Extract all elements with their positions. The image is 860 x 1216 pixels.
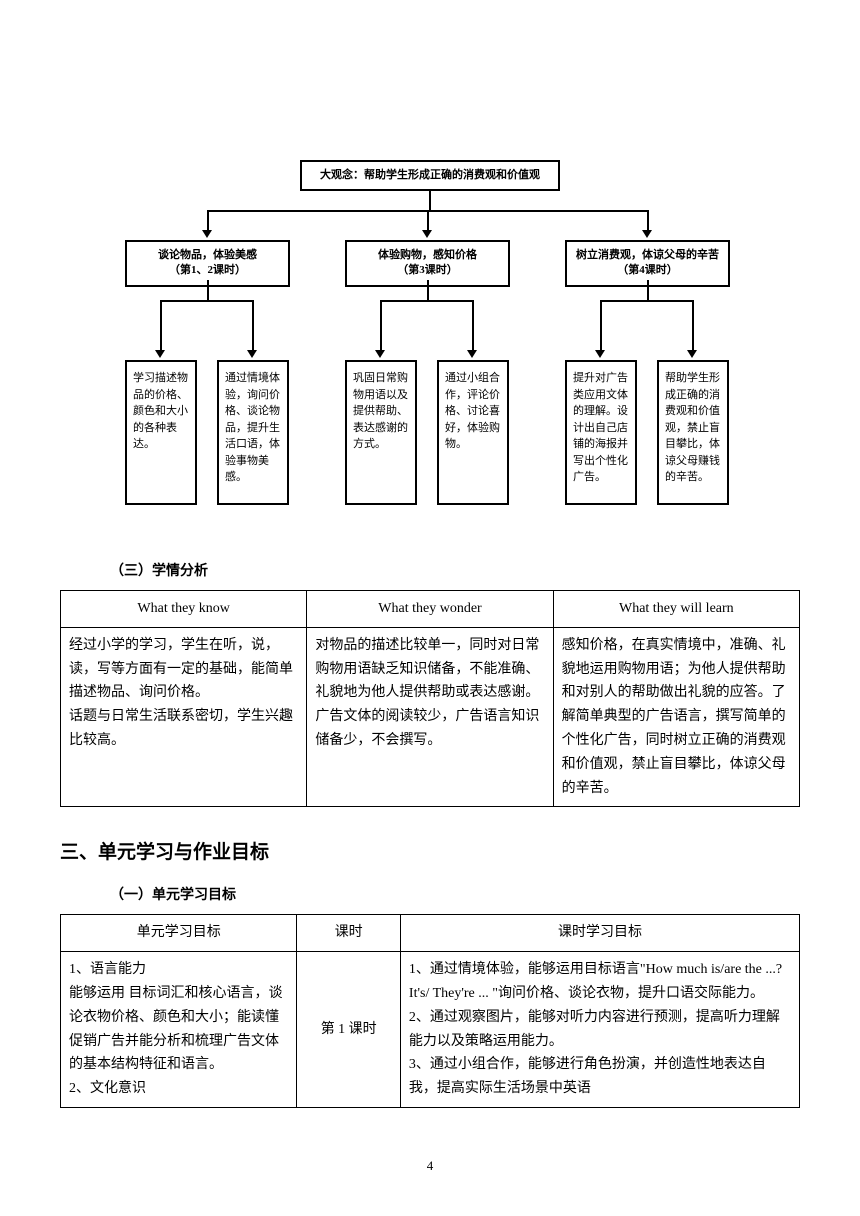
flowchart: 大观念：帮助学生形成正确的消费观和价值观 谈论物品，体验美感 （第1、2课时） … (120, 160, 740, 520)
page-number: 4 (60, 1158, 800, 1174)
mid-line1: 树立消费观，体谅父母的辛苦 (575, 248, 720, 263)
connector (647, 210, 649, 230)
arrow (642, 230, 652, 238)
connector (252, 300, 254, 350)
section-title-3: 三、单元学习与作业目标 (60, 837, 800, 864)
table-row: 1、语言能力 能够运用 目标词汇和核心语言，谈论衣物价格、颜色和大小；能读懂促销… (61, 952, 800, 1108)
table-row: 经过小学的学习，学生在听，说，读，写等方面有一定的基础，能简单描述物品、询问价格… (61, 627, 800, 807)
flowchart-leaf-1: 学习描述物品的价格、颜色和大小的各种表达。 (125, 360, 197, 505)
connector (207, 280, 209, 300)
connector (427, 210, 429, 230)
table-header-row: What they know What they wonder What the… (61, 591, 800, 628)
section-3-label: （三）学情分析 (110, 560, 800, 580)
connector (692, 300, 694, 350)
th-know: What they know (61, 591, 307, 628)
mid-line2: （第4课时） (575, 263, 720, 278)
connector (647, 280, 649, 300)
mid-line2: （第3课时） (355, 263, 500, 278)
th-unit-goal: 单元学习目标 (61, 915, 297, 952)
flowchart-container: 大观念：帮助学生形成正确的消费观和价值观 谈论物品，体验美感 （第1、2课时） … (60, 160, 800, 520)
mid-line2: （第1、2课时） (135, 263, 280, 278)
goals-table: 单元学习目标 课时 课时学习目标 1、语言能力 能够运用 目标词汇和核心语言，谈… (60, 914, 800, 1108)
table-header-row: 单元学习目标 课时 课时学习目标 (61, 915, 800, 952)
subsection-1-label: （一）单元学习目标 (110, 884, 800, 904)
flowchart-leaf-6: 帮助学生形成正确的消费观和价值观，禁止盲目攀比，体谅父母赚钱的辛苦。 (657, 360, 729, 505)
arrow (467, 350, 477, 358)
arrow (595, 350, 605, 358)
th-period: 课时 (297, 915, 400, 952)
connector (380, 300, 474, 302)
mid-line1: 体验购物，感知价格 (355, 248, 500, 263)
connector (380, 300, 382, 350)
th-period-goal: 课时学习目标 (400, 915, 799, 952)
th-wonder: What they wonder (307, 591, 553, 628)
td-unit-goal: 1、语言能力 能够运用 目标词汇和核心语言，谈论衣物价格、颜色和大小；能读懂促销… (61, 952, 297, 1108)
flowchart-leaf-3: 巩固日常购物用语以及提供帮助、表达感谢的方式。 (345, 360, 417, 505)
td-learn: 感知价格，在真实情境中，准确、礼貌地运用购物用语；为他人提供帮助和对别人的帮助做… (553, 627, 799, 807)
connector (207, 210, 209, 230)
connector (160, 300, 254, 302)
flowchart-root: 大观念：帮助学生形成正确的消费观和价值观 (300, 160, 560, 191)
arrow (155, 350, 165, 358)
connector (429, 190, 431, 210)
td-period-goal: 1、通过情境体验，能够运用目标语言"How much is/are the ..… (400, 952, 799, 1108)
connector (600, 300, 602, 350)
th-learn: What they will learn (553, 591, 799, 628)
td-know: 经过小学的学习，学生在听，说，读，写等方面有一定的基础，能简单描述物品、询问价格… (61, 627, 307, 807)
arrow (422, 230, 432, 238)
mid-line1: 谈论物品，体验美感 (135, 248, 280, 263)
arrow (247, 350, 257, 358)
connector (427, 280, 429, 300)
analysis-table: What they know What they wonder What the… (60, 590, 800, 807)
flowchart-leaf-4: 通过小组合作，评论价格、讨论喜好，体验购物。 (437, 360, 509, 505)
td-period: 第 1 课时 (297, 952, 400, 1108)
arrow (687, 350, 697, 358)
connector (472, 300, 474, 350)
arrow (202, 230, 212, 238)
td-wonder: 对物品的描述比较单一，同时对日常购物用语缺乏知识储备，不能准确、礼貌地为他人提供… (307, 627, 553, 807)
connector (160, 300, 162, 350)
flowchart-leaf-5: 提升对广告类应用文体的理解。设计出自己店铺的海报并写出个性化广告。 (565, 360, 637, 505)
connector (600, 300, 694, 302)
arrow (375, 350, 385, 358)
flowchart-leaf-2: 通过情境体验，询问价格、谈论物品，提升生活口语，体验事物美感。 (217, 360, 289, 505)
